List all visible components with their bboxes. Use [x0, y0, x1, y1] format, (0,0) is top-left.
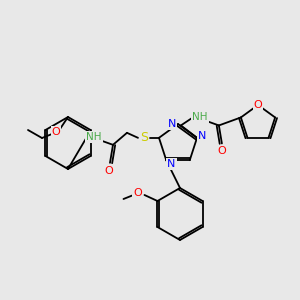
Text: N: N [198, 131, 206, 141]
Text: O: O [52, 127, 60, 137]
Text: NH: NH [192, 112, 208, 122]
Text: O: O [133, 188, 142, 198]
Text: N: N [168, 119, 176, 129]
Text: O: O [254, 100, 262, 110]
Text: NH: NH [86, 132, 102, 142]
Text: N: N [167, 159, 176, 169]
Text: O: O [105, 166, 113, 176]
Text: S: S [140, 131, 148, 144]
Text: O: O [218, 146, 226, 156]
